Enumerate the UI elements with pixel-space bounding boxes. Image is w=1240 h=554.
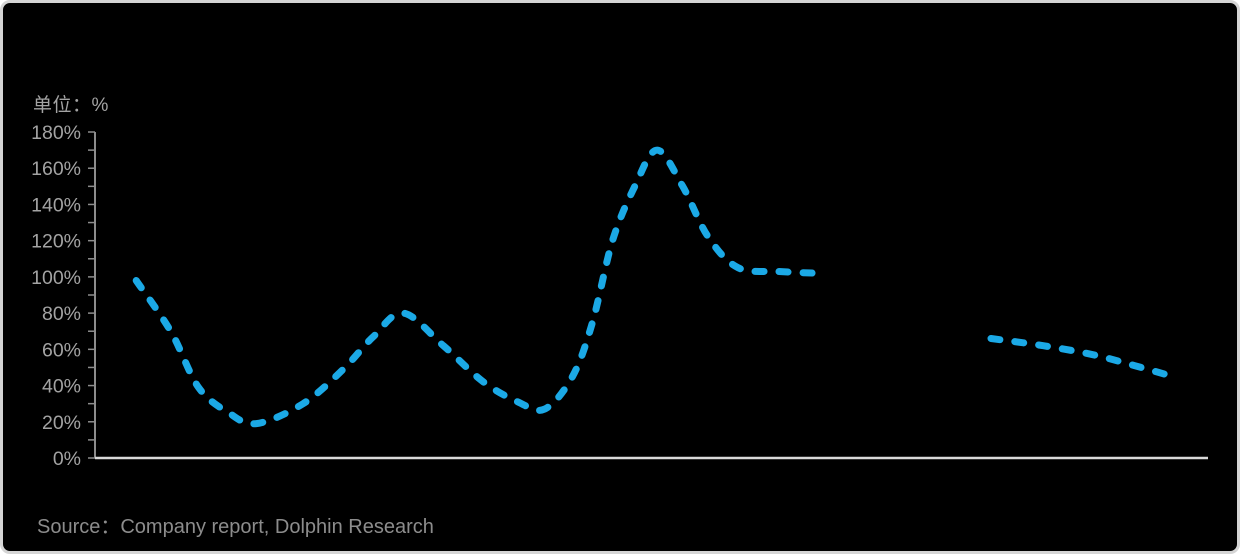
y-axis-tick-label: 80% [42,303,81,325]
y-axis-tick-label: 0% [53,448,81,470]
source-note: Source：Company report, Dolphin Research [37,516,434,538]
series-dashed-line [132,146,822,428]
unit-label: 单位：% [33,95,109,116]
y-axis-tick-label: 40% [42,376,81,398]
y-axis-tick-label: 100% [31,267,81,289]
y-axis-tick-label: 160% [31,158,81,180]
y-axis-tick-label: 140% [31,194,81,216]
y-axis-tick-label: 180% [31,122,81,144]
series-dashed-line [987,335,1171,379]
y-axis-tick-label: 120% [31,231,81,253]
y-axis-tick-label: 20% [42,412,81,434]
y-axis-tick-label: 60% [42,339,81,361]
line-chart-canvas: 0% 20% 40% 60% 80% 100% 120% 140% 160% 180% [31,122,1208,470]
